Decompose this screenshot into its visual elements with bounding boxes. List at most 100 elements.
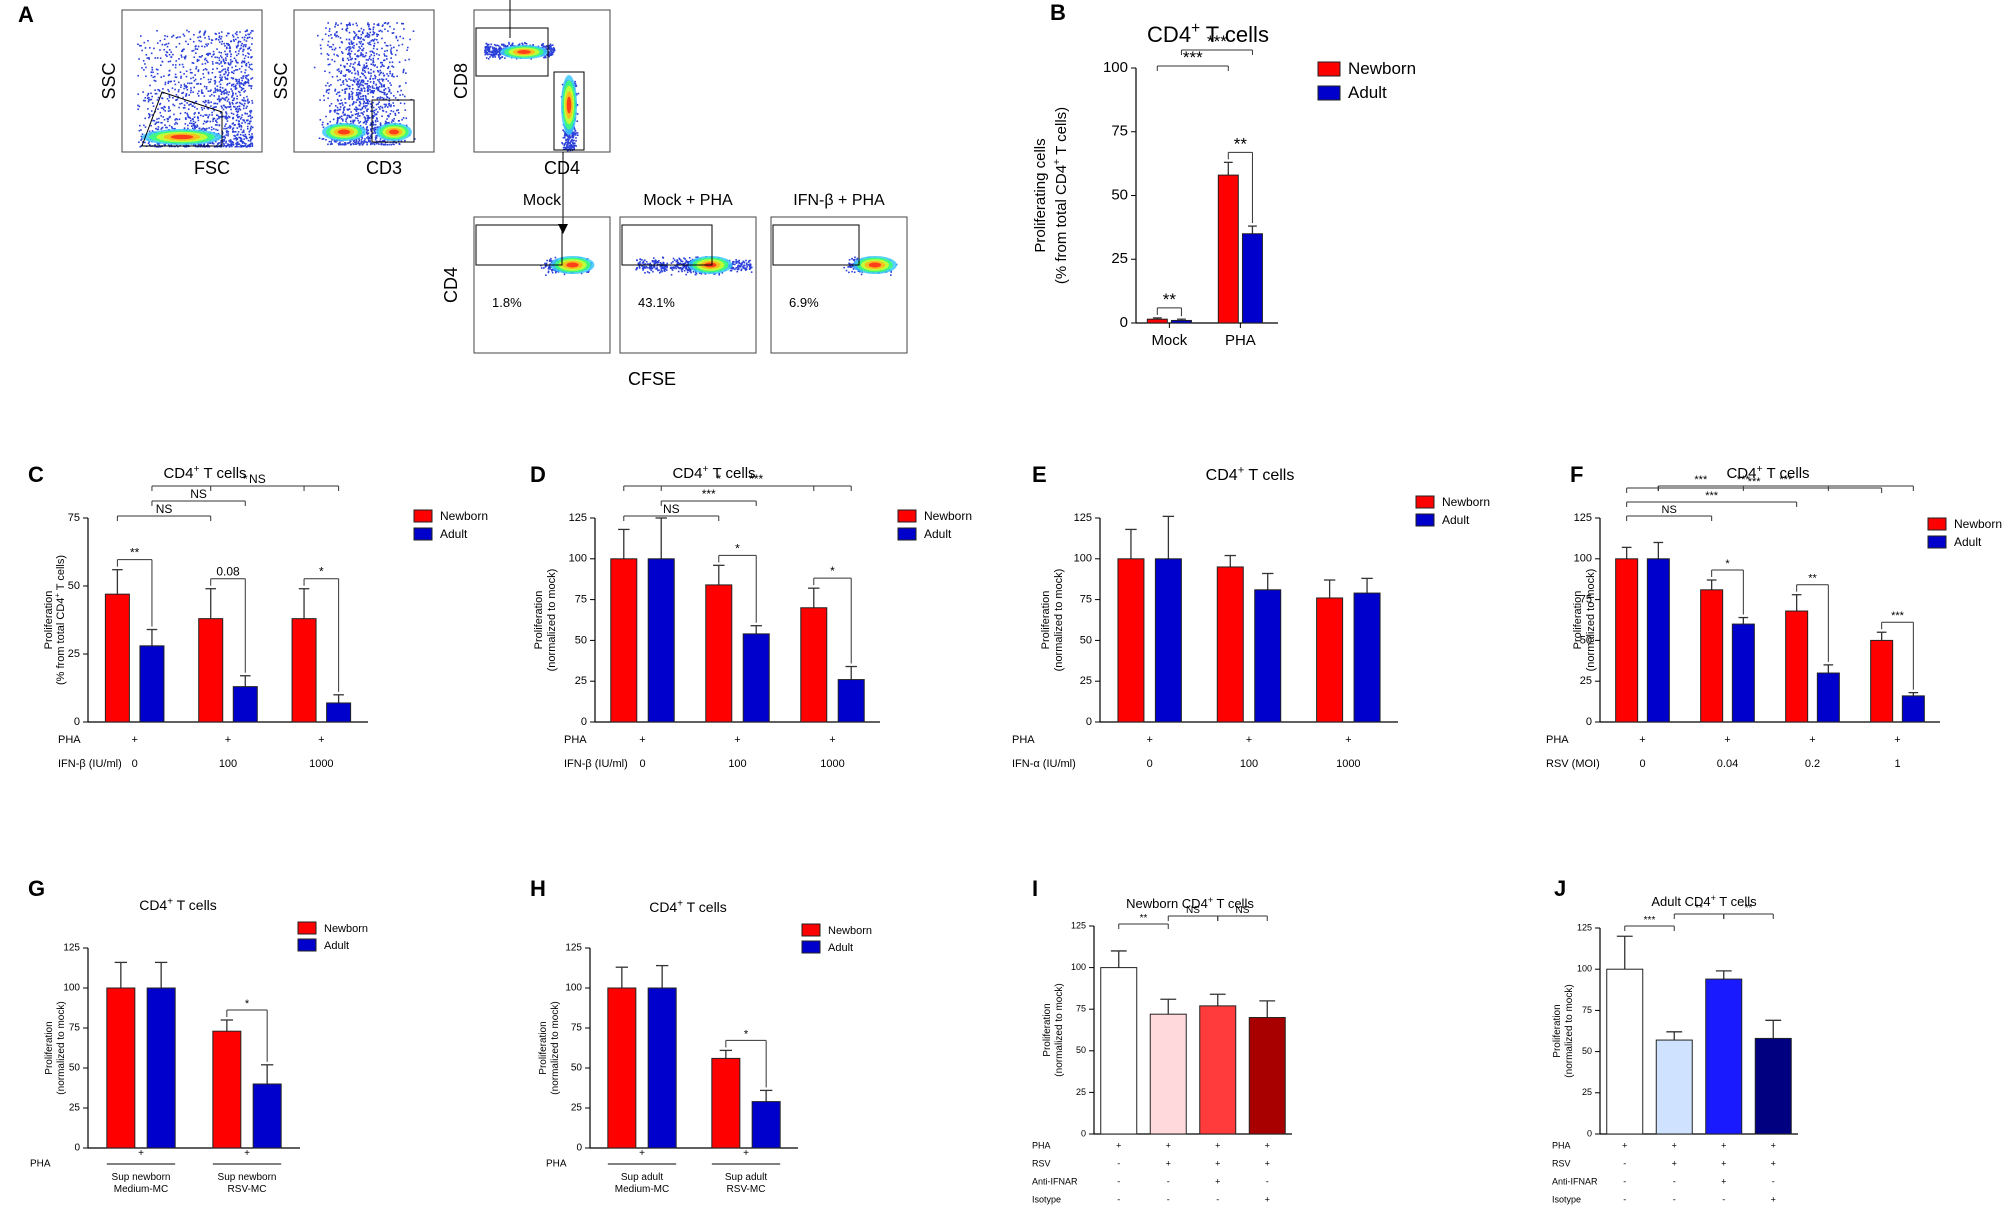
flow-dot <box>164 81 167 84</box>
flow-dot <box>393 75 395 78</box>
flow-dot <box>386 73 388 75</box>
flow-dot <box>206 61 209 64</box>
flow-dot <box>239 140 242 142</box>
flow-dot <box>546 53 549 55</box>
flow-dot <box>499 48 502 50</box>
flow-dot <box>390 84 392 86</box>
flow-dot <box>250 135 252 138</box>
flow-dot <box>666 262 669 265</box>
flow-dot <box>522 43 524 46</box>
flow-dot <box>340 143 343 146</box>
flow-dot <box>686 271 689 274</box>
flow-dot <box>163 75 165 78</box>
flow-dot <box>165 51 168 53</box>
flow-dot <box>745 267 747 270</box>
flow-dot <box>175 99 177 102</box>
flow-dot <box>349 120 352 123</box>
flow-dot <box>346 62 348 65</box>
flow-dot <box>515 57 518 60</box>
flow-dot <box>511 42 514 45</box>
flow-dot <box>150 71 152 73</box>
flow-dot <box>345 28 347 31</box>
flow-dot <box>366 126 368 129</box>
flow-dot <box>372 101 374 104</box>
flow-dot <box>188 94 190 96</box>
flow-dot <box>240 89 243 92</box>
flow-dot <box>352 47 355 49</box>
flow-dot <box>159 49 161 51</box>
flow-dot <box>327 54 330 56</box>
flow-dot <box>240 47 242 50</box>
flow-dot <box>680 263 683 266</box>
flow-dot <box>644 271 646 274</box>
flow-dot <box>662 264 665 267</box>
flow-dot <box>192 62 195 64</box>
flow-dot <box>364 102 367 104</box>
flow-dot <box>351 46 354 48</box>
flow-dot <box>675 264 678 267</box>
flow-dot <box>570 147 572 150</box>
flow-dot <box>145 75 147 78</box>
flow-dot <box>197 45 200 48</box>
flow-dot <box>228 91 231 93</box>
flow-dot <box>405 124 408 127</box>
flow-dot <box>235 38 237 41</box>
flow-dot <box>384 22 387 24</box>
flow-dot <box>143 124 145 127</box>
flow-dot <box>732 267 735 270</box>
flow-dot <box>140 139 142 141</box>
flow-dot <box>387 103 390 105</box>
flow-dot <box>492 47 494 50</box>
flow-dot <box>484 46 487 48</box>
flow-dot <box>684 266 687 268</box>
flow-dot <box>335 141 337 143</box>
flow-dot <box>649 267 652 270</box>
flow-dot <box>359 42 362 45</box>
flow-dot <box>570 145 572 147</box>
flow-dot <box>542 45 545 47</box>
flow-dot <box>344 102 347 104</box>
flow-dot <box>396 49 398 52</box>
flow-dot <box>157 128 160 131</box>
flow-dot <box>659 271 662 273</box>
flow-dot <box>360 112 363 114</box>
flow-dot <box>240 126 243 128</box>
flow-dot <box>205 129 207 131</box>
flow-dot <box>225 127 228 130</box>
flow-dot <box>325 115 327 118</box>
proliferation-gate <box>475 224 563 266</box>
flow-dot <box>251 68 253 71</box>
flow-dot <box>225 142 227 144</box>
flow-dot <box>222 136 224 138</box>
flow-dot <box>218 115 220 118</box>
flow-dot <box>388 88 391 91</box>
flow-dot <box>251 136 254 139</box>
flow-dot <box>174 119 176 121</box>
flow-dot <box>358 138 361 140</box>
flow-dot <box>378 74 381 76</box>
flow-dot <box>209 81 212 83</box>
flow-dot <box>380 84 383 86</box>
flow-dot <box>207 71 210 74</box>
flow-dot <box>229 55 232 58</box>
flow-dot <box>530 58 532 60</box>
flow-dot <box>546 259 548 262</box>
flow-dot <box>225 130 228 132</box>
flow-dot <box>565 139 567 142</box>
flow-dot <box>180 86 182 89</box>
flow-dot <box>378 80 380 83</box>
flow-dot <box>394 54 397 56</box>
flow-dot <box>345 48 347 51</box>
flow-dot <box>499 51 501 54</box>
flow-dot <box>365 96 367 98</box>
flow-dot <box>194 144 197 146</box>
flow-dot <box>237 131 240 133</box>
flow-dot <box>243 82 246 84</box>
flow-dot <box>389 70 391 73</box>
flow-dot <box>321 38 324 41</box>
flow-dot <box>203 95 206 97</box>
flow-dot <box>228 145 231 148</box>
flow-dot <box>383 139 386 142</box>
flow-dot <box>218 71 221 73</box>
flow-dot <box>378 143 380 145</box>
